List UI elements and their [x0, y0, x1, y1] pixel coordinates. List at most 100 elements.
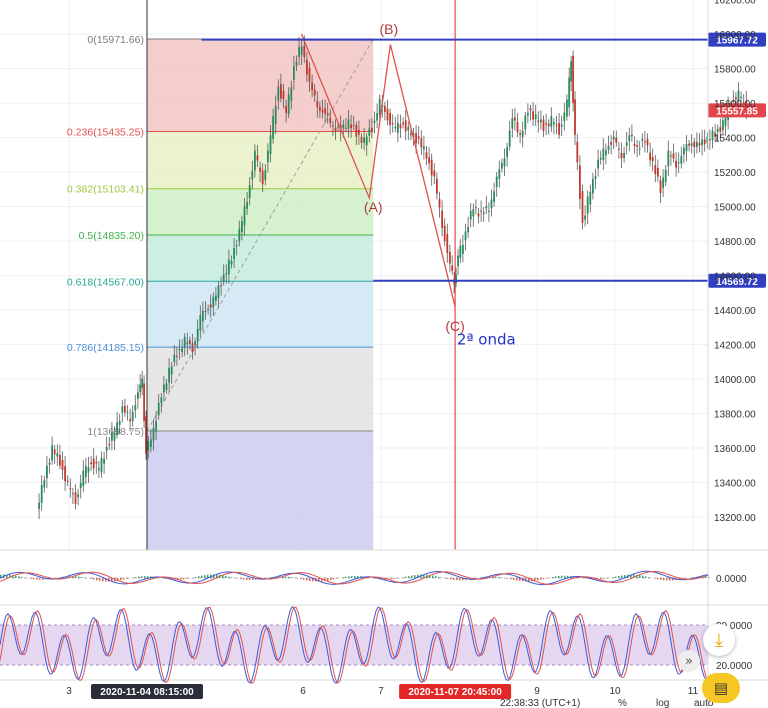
candle-body: [77, 494, 79, 498]
oscillator-histogram-bar: [216, 574, 218, 578]
candle-body: [129, 418, 131, 422]
axis-option-%: %: [618, 698, 627, 708]
oscillator-histogram-bar: [147, 576, 149, 578]
oscillator-histogram-bar: [708, 577, 710, 578]
oscillator-histogram-bar: [144, 576, 146, 578]
candle-body: [295, 61, 298, 66]
stochastic-upper-label: 80.0000: [716, 621, 753, 632]
oscillator-histogram-bar: [276, 576, 278, 578]
stochastic-k-line: [0, 606, 709, 685]
candle-body: [415, 133, 417, 144]
candle-body: [472, 209, 475, 217]
oscillator-histogram-bar: [195, 576, 197, 578]
oscillator-histogram-bar: [630, 574, 632, 578]
date-marker-label: 2020-11-04 08:15:00: [100, 687, 194, 698]
fib-band: [147, 431, 374, 550]
candle-body: [64, 466, 66, 482]
candle-body: [87, 467, 90, 473]
candle-body: [540, 119, 542, 123]
candle-body: [659, 180, 662, 193]
candle-body: [425, 152, 428, 159]
candle-body: [527, 112, 529, 116]
fib-trend-line[interactable]: [146, 38, 374, 432]
oscillator-line-fast: [0, 570, 709, 586]
oscillator-histogram-bar: [693, 577, 695, 578]
candle-body: [48, 462, 51, 465]
candle-body: [173, 354, 176, 363]
oscillator-histogram-bar: [537, 578, 539, 581]
candle-body: [511, 118, 514, 129]
oscillator-histogram-bar: [312, 578, 314, 582]
candle-body: [303, 45, 306, 58]
stochastic-d-line: [0, 606, 709, 685]
candle-body: [85, 465, 87, 477]
candle-body: [451, 265, 454, 271]
candle-body: [355, 125, 358, 137]
candle-body: [251, 171, 254, 180]
candle-body: [384, 105, 386, 112]
candle-body: [316, 101, 319, 108]
candle-body: [436, 178, 438, 194]
candle-body: [350, 124, 352, 129]
abc-wave-path[interactable]: [300, 33, 456, 307]
candle-body: [404, 120, 407, 132]
candle-body: [324, 108, 326, 114]
oscillator-histogram-bar: [381, 578, 383, 580]
candle-body: [321, 109, 324, 113]
oscillator-histogram-bar: [705, 576, 707, 578]
oscillator-histogram-bar: [18, 576, 20, 578]
oscillator-histogram-bar: [39, 578, 41, 580]
candle-body: [716, 128, 719, 133]
oscillator-histogram-bar: [558, 575, 560, 578]
candle-body: [43, 480, 46, 488]
oscillator-histogram-bar: [666, 578, 668, 581]
oscillator-histogram-bar: [300, 578, 302, 580]
candle-body: [592, 178, 594, 194]
candle-body: [306, 59, 308, 75]
candle-body: [574, 99, 576, 135]
candle-body: [163, 384, 165, 393]
time-tick-label: 9: [534, 686, 540, 697]
oscillator-histogram-bar: [120, 578, 122, 581]
download-button[interactable]: ⤓: [703, 624, 735, 656]
candle-body: [532, 111, 534, 120]
candle-body: [428, 157, 430, 164]
candle-body: [131, 411, 134, 422]
candle-body: [311, 82, 313, 91]
candle-body: [649, 152, 651, 161]
candle-body: [143, 383, 145, 421]
oscillator-histogram-bar: [603, 578, 605, 579]
candle-body: [586, 196, 589, 214]
oscillator-histogram-bar: [528, 578, 530, 582]
candle-body: [293, 65, 295, 80]
candle-body: [503, 158, 506, 167]
candle-body: [547, 123, 550, 126]
candle-body: [207, 308, 209, 310]
chat-button[interactable]: ▤: [702, 673, 740, 703]
oscillator-histogram-bar: [408, 576, 410, 578]
candle-body: [121, 406, 124, 413]
candle-body: [646, 138, 649, 146]
candle-body: [654, 165, 657, 174]
candle-body: [394, 126, 397, 129]
candle-body: [670, 155, 672, 157]
candle-body: [524, 115, 527, 130]
oscillator-histogram-bar: [669, 578, 671, 581]
candle-body: [568, 77, 571, 108]
candle-body: [51, 445, 53, 461]
oscillator-histogram-bar: [516, 578, 518, 581]
oscillator-histogram-bar: [12, 575, 14, 578]
oscillator-histogram-bar: [42, 578, 44, 580]
fib-level-label: 0.382(15103.41): [67, 184, 144, 196]
oscillator-histogram-bar: [678, 578, 680, 580]
oscillator-histogram-bar: [534, 578, 536, 581]
scroll-to-realtime-button[interactable]: »: [678, 650, 700, 672]
candle-body: [469, 210, 472, 220]
oscillator-histogram-bar: [291, 577, 293, 578]
candle-body: [246, 202, 248, 209]
candle-body: [368, 128, 371, 136]
oscillator-histogram-bar: [15, 575, 17, 578]
candle-body: [46, 465, 48, 479]
candle-body: [59, 454, 61, 466]
